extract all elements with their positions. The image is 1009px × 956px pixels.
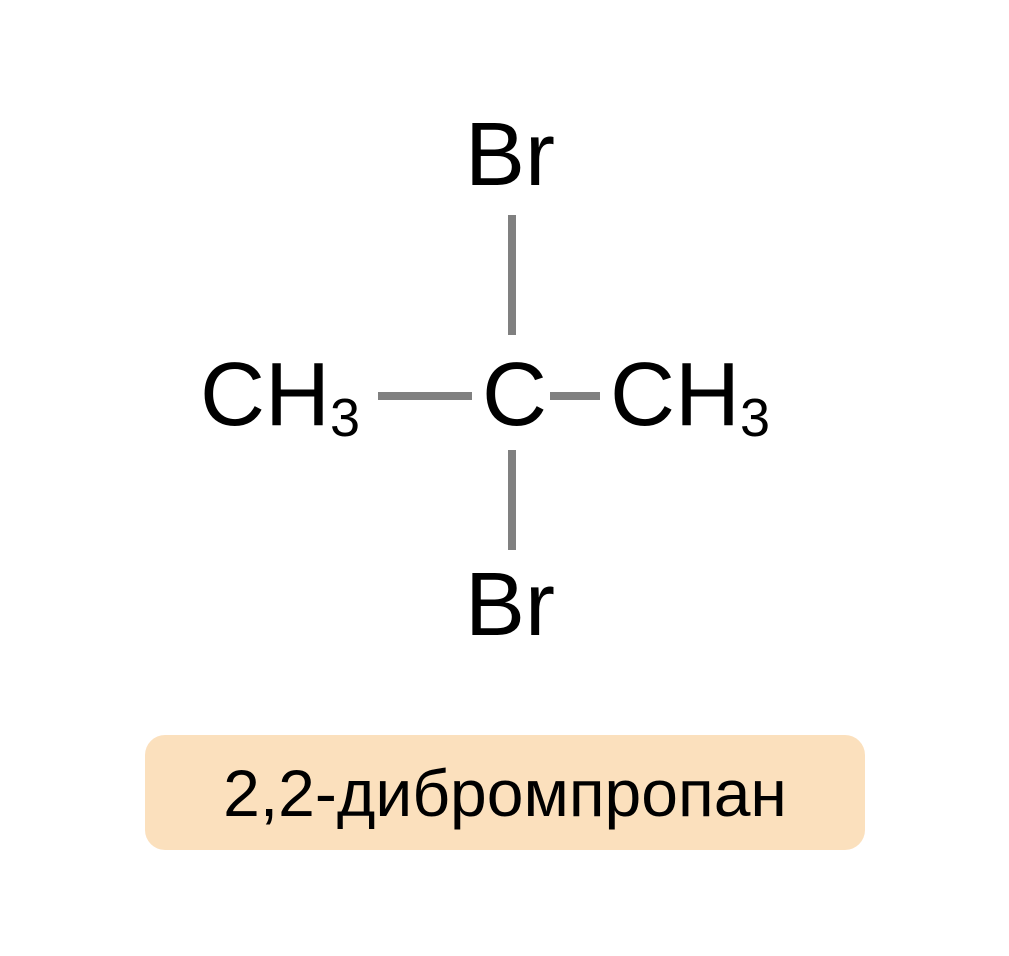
atom-ch3-left: CH3: [200, 350, 360, 440]
bond-br-top-c: [508, 215, 516, 335]
atom-br-bottom: Br: [465, 560, 555, 650]
bond-c-br-bottom: [508, 450, 516, 550]
atom-br-top: Br: [465, 110, 555, 200]
compound-name-text: 2,2-дибромпропан: [223, 755, 787, 831]
atom-ch3-right: CH3: [610, 350, 770, 440]
compound-name-label: 2,2-дибромпропан: [145, 735, 865, 850]
chemical-structure-diagram: Br CH3 C CH3 Br 2,2-дибромпропан: [0, 0, 1009, 956]
bond-ch3-left-c: [378, 392, 472, 400]
atom-c-center: C: [482, 350, 547, 440]
bond-c-ch3-right: [550, 392, 600, 400]
